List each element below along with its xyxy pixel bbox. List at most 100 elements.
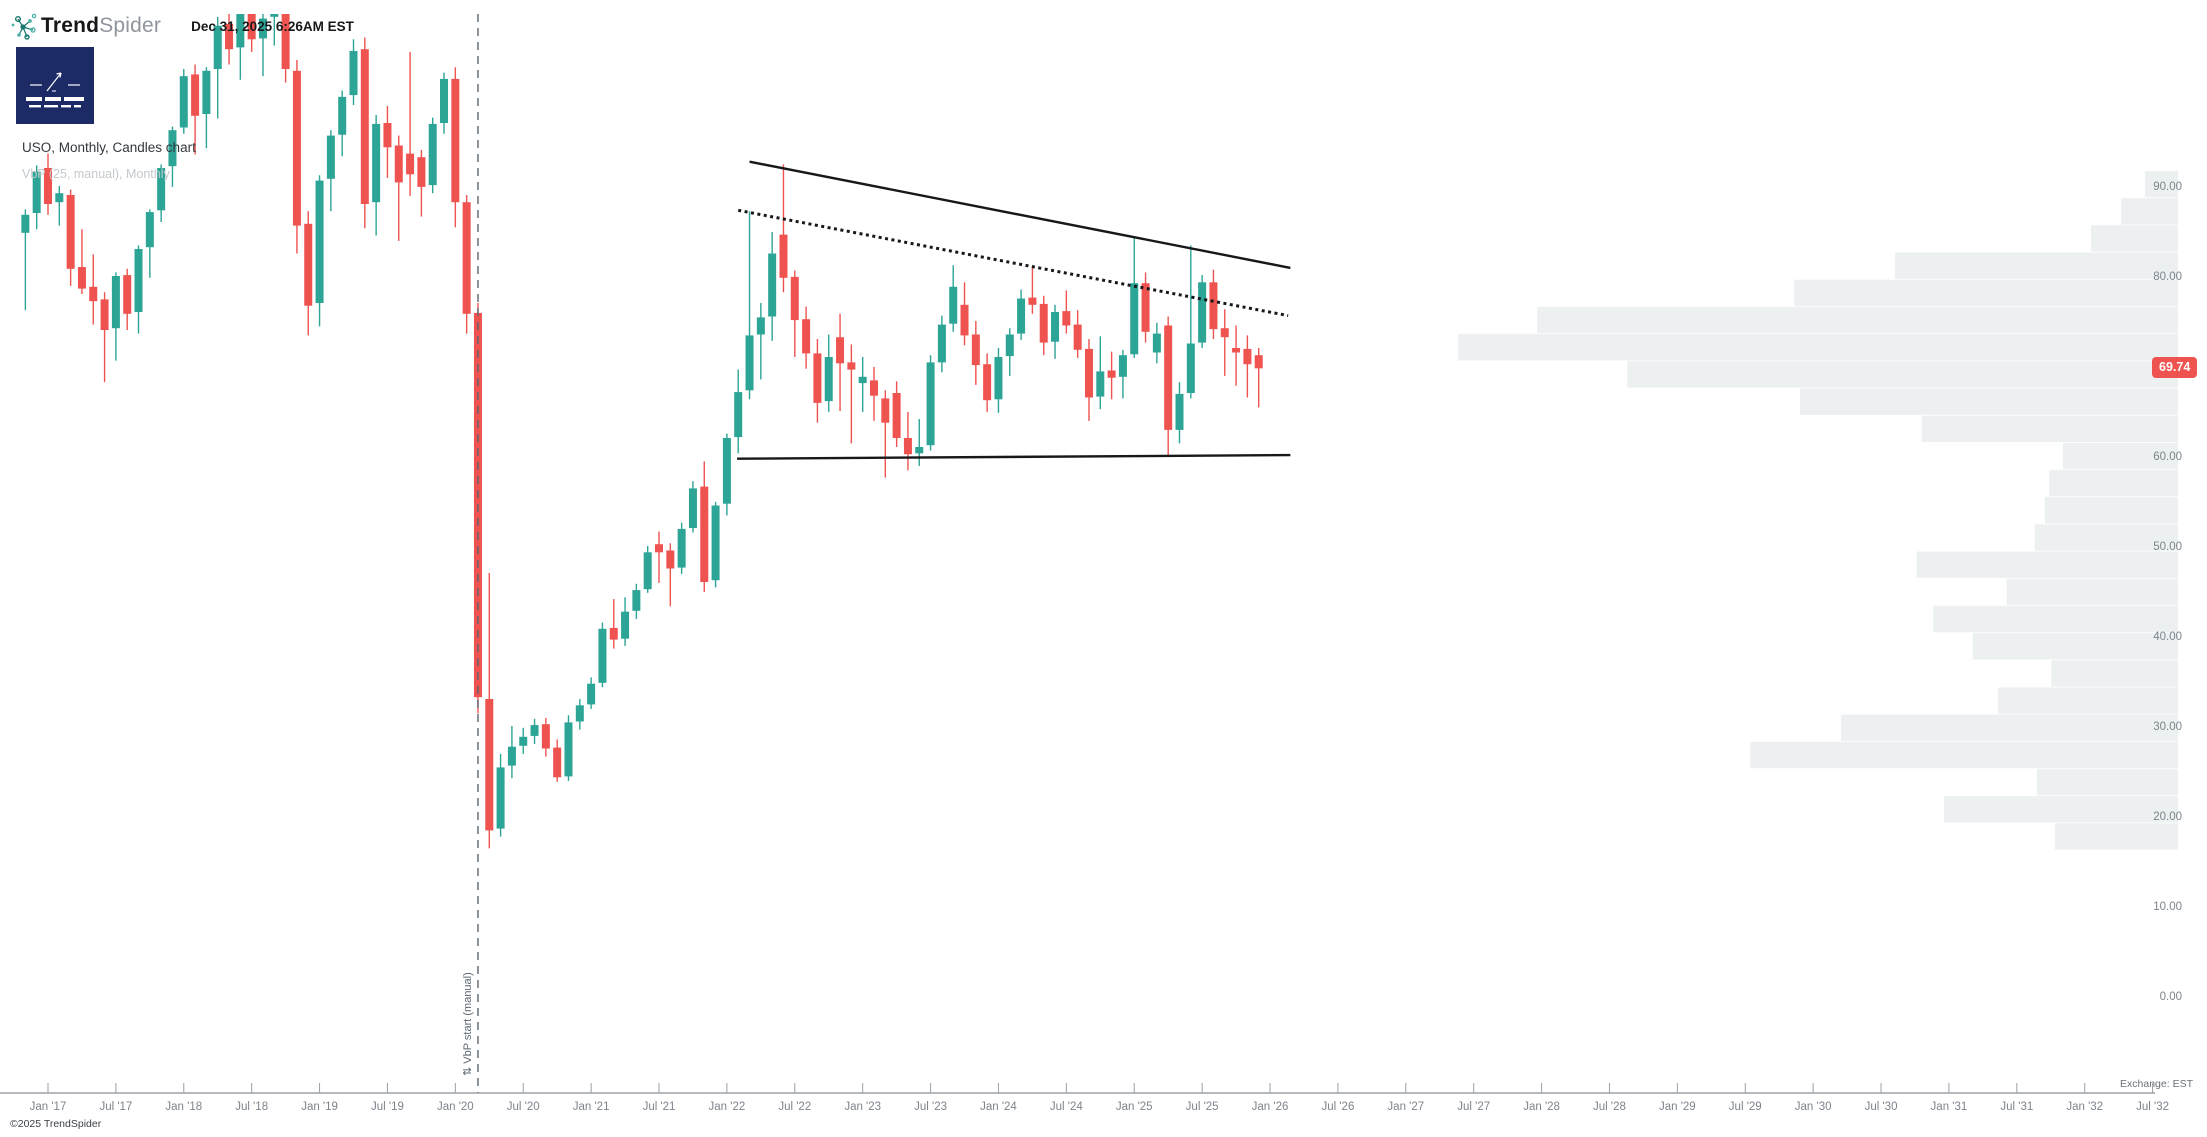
watermark-logo-art	[16, 47, 94, 124]
candle-body	[643, 552, 652, 590]
x-tick-label: Jul '24	[1050, 1101, 1083, 1113]
x-tick-label: Jul '32	[2136, 1101, 2169, 1113]
candle-body	[338, 96, 347, 135]
x-tick-label: Jan '21	[573, 1101, 610, 1113]
candle-body	[903, 438, 912, 455]
x-tick-label: Jan '29	[1659, 1101, 1696, 1113]
x-tick-label: Jan '31	[1931, 1101, 1968, 1113]
vbp-row	[2036, 768, 2178, 796]
candle-body	[983, 364, 992, 401]
brand-trend: Trend	[41, 14, 100, 37]
candle-body	[372, 123, 381, 203]
y-axis[interactable]: 90.0080.0070.0060.0050.0040.0030.0020.00…	[2153, 181, 2182, 1003]
candle-body	[937, 324, 946, 363]
candle-body	[462, 202, 471, 314]
candle-body	[157, 168, 166, 211]
candle-body	[598, 628, 607, 683]
candle-body	[315, 180, 324, 303]
x-tick-label: Jul '20	[507, 1101, 540, 1113]
candle-body	[688, 488, 697, 528]
candle-body	[202, 70, 211, 114]
y-tick-label: 50.00	[2153, 541, 2182, 553]
candle-body	[892, 393, 901, 438]
vbp-row	[1972, 632, 2178, 660]
candle-body	[485, 699, 494, 831]
lower-support-line[interactable]	[737, 453, 1291, 460]
vbp-row	[1794, 279, 2178, 307]
x-tick-label: Jan '32	[2066, 1101, 2103, 1113]
inner-resistance-dotted-line[interactable]	[737, 208, 1289, 318]
upper-resistance-line[interactable]	[749, 160, 1291, 270]
candle-body	[66, 195, 75, 269]
vbp-row	[1944, 795, 2178, 823]
candle-body	[417, 157, 426, 187]
candle-body	[349, 51, 358, 96]
candle-body	[847, 362, 856, 370]
candle-body	[519, 736, 528, 746]
vbp-row	[1921, 415, 2178, 442]
candle-body	[44, 168, 52, 204]
candle-body	[451, 78, 460, 203]
candle-body	[1186, 343, 1195, 393]
candle-body	[1198, 282, 1207, 343]
chart-titles: USO, Monthly, Candles chart VbP (25, man…	[22, 140, 196, 181]
volume-profile	[1458, 170, 2178, 850]
candle-body	[768, 253, 777, 317]
candle-body	[949, 286, 958, 324]
x-tick-label: Jul '25	[1186, 1101, 1219, 1113]
y-tick-label: 0.00	[2160, 991, 2182, 1003]
vbp-row	[1933, 605, 2178, 633]
x-axis[interactable]: Jan '17 Jul '17 Jan '18 Jul '18 Jan '19 Jul '…	[0, 1083, 2169, 1113]
candle-body	[123, 275, 132, 314]
candle-body	[575, 705, 584, 722]
candle-body	[191, 74, 200, 116]
x-tick-label: Jul '17	[99, 1101, 132, 1113]
candle-body	[711, 505, 720, 581]
indicator-title: VbP (25, manual), Monthly	[22, 167, 170, 181]
candles-layer	[21, 14, 1263, 849]
candle-body	[440, 78, 449, 123]
vbp-row	[1750, 741, 2178, 769]
chart-timestamp: Dec 31, 2025 6:26AM EST	[191, 18, 354, 34]
last-price-tag: 69.74	[2152, 357, 2198, 379]
vbp-row	[1627, 360, 2178, 388]
candle-body	[55, 193, 64, 203]
candle-body	[632, 590, 641, 611]
candle-body	[1141, 283, 1150, 332]
x-tick-label: Jan '30	[1795, 1101, 1832, 1113]
x-tick-label: Jul '23	[914, 1101, 947, 1113]
x-tick-label: Jul '30	[1865, 1101, 1898, 1113]
brand-spider: Spider	[99, 14, 162, 37]
exchange-timezone-note: Exchange: EST	[2120, 1078, 2193, 1090]
candle-body	[609, 627, 618, 640]
candle-body	[1254, 355, 1263, 369]
y-tick-label: 60.00	[2153, 451, 2182, 463]
candle-body	[507, 746, 516, 766]
trendspider-logo-icon	[11, 13, 37, 40]
vbp-row	[2121, 197, 2178, 225]
candle-body	[1051, 312, 1060, 342]
candle-body	[1005, 334, 1014, 357]
candle-body	[779, 234, 788, 278]
vbp-row	[1537, 306, 2178, 334]
candle-body	[666, 550, 675, 569]
x-tick-label: Jul '21	[643, 1101, 676, 1113]
brand-wordmark: TrendSpider	[41, 14, 161, 38]
candle-body	[541, 724, 550, 749]
vbp-row	[2090, 225, 2178, 252]
candle-body	[621, 611, 630, 639]
candle-body	[1118, 355, 1127, 377]
x-tick-label: Jan '17	[30, 1101, 67, 1113]
candle-body	[292, 70, 301, 226]
candle-body	[564, 722, 573, 777]
candle-body	[32, 171, 41, 213]
candle-body	[1209, 282, 1218, 330]
y-tick-label: 40.00	[2153, 631, 2182, 643]
candle-body	[225, 24, 234, 50]
x-tick-label: Jul '29	[1729, 1101, 1762, 1113]
vbp-row	[1458, 333, 2178, 361]
candle-body	[496, 767, 505, 829]
vbp-row	[2049, 469, 2178, 497]
candle-body	[236, 14, 245, 48]
